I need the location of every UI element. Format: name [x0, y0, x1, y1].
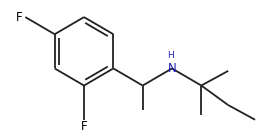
Text: F: F: [16, 11, 23, 24]
Text: N: N: [168, 62, 176, 75]
Text: H: H: [167, 51, 173, 60]
Text: F: F: [81, 120, 87, 133]
